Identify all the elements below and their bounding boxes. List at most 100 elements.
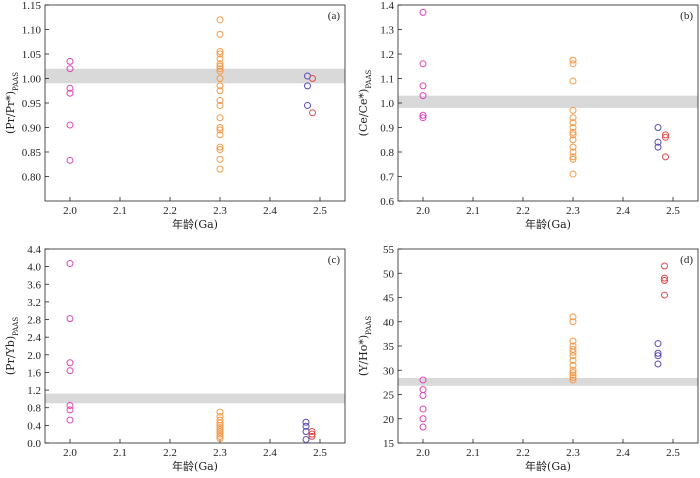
data-point	[654, 124, 662, 131]
panel-label: (d)	[680, 254, 693, 266]
x-tick-label: 2.1	[466, 205, 480, 217]
reference-band	[45, 68, 345, 84]
x-tick-label: 2.2	[516, 447, 530, 459]
data-point	[419, 415, 427, 423]
data-point	[569, 114, 577, 122]
reference-band	[398, 95, 698, 108]
data-point	[661, 277, 668, 285]
data-point	[569, 136, 577, 144]
data-point	[216, 65, 224, 73]
y-tick-label: 1.1	[380, 74, 394, 86]
data-point	[569, 376, 577, 384]
data-point	[569, 131, 577, 139]
data-point	[66, 315, 74, 323]
data-point	[569, 374, 577, 382]
y-tick-label: 2.8	[27, 315, 41, 327]
data-point	[216, 432, 224, 440]
x-tick-label: 2.5	[313, 205, 327, 217]
data-point	[419, 60, 427, 68]
x-ticks: 2.0 2.1 2.2 2.3 2.4 2.5	[63, 439, 327, 459]
data-point	[662, 153, 669, 161]
data-point	[66, 57, 74, 65]
y-tick-label: 0.90	[22, 123, 42, 135]
data-point	[654, 360, 662, 368]
x-tick-label: 2.4	[616, 205, 630, 217]
x-tick-label: 2.5	[666, 205, 680, 217]
x-tick-label: 2.4	[263, 447, 277, 459]
data-point	[569, 313, 577, 321]
x-tick-label: 2.0	[63, 447, 77, 459]
x-tick-label: 2.2	[516, 205, 530, 217]
data-point	[216, 55, 224, 63]
data-points	[66, 16, 316, 173]
y-tick-label: 2.0	[27, 350, 41, 362]
data-point	[66, 359, 74, 367]
data-point	[304, 101, 311, 109]
x-tick-label: 2.4	[263, 205, 277, 217]
data-point	[216, 62, 224, 70]
data-point	[216, 124, 224, 131]
y-tick-label: 0.8	[27, 403, 41, 415]
x-axis-label: 年龄(Ga)	[172, 217, 218, 231]
y-ticks: 0.80 0.85 0.90 0.95 1.00 1.05 1.10 1.15	[22, 0, 49, 184]
data-point	[662, 131, 669, 139]
y-tick-label: 50	[383, 268, 395, 280]
y-tick-label: 1.0	[380, 98, 394, 110]
data-point	[569, 60, 577, 68]
plot-frame	[44, 248, 346, 444]
data-point	[216, 131, 224, 139]
y-tick-label: 40	[383, 317, 395, 329]
data-point	[216, 16, 224, 24]
y-tick-label: 1.15	[22, 0, 42, 12]
y-tick-label: 3.2	[27, 297, 41, 309]
data-point	[308, 432, 316, 440]
x-tick-label: 2.3	[566, 447, 580, 459]
data-point	[569, 106, 577, 114]
data-point	[66, 65, 74, 73]
data-point	[569, 348, 577, 356]
data-point	[66, 402, 74, 410]
data-point	[569, 371, 577, 379]
data-point	[66, 89, 74, 97]
data-point	[569, 124, 577, 131]
data-point	[569, 337, 577, 345]
data-point	[654, 352, 662, 360]
x-tick-label: 2.3	[566, 205, 580, 217]
data-point	[309, 75, 316, 82]
y-tick-label: 0.0	[27, 438, 41, 450]
data-point	[662, 133, 669, 141]
data-point	[419, 82, 427, 90]
data-point	[216, 126, 224, 134]
data-point	[216, 50, 224, 58]
data-point	[216, 428, 224, 436]
panel-c: 2.0 2.1 2.2 2.3 2.4 2.5 0.0 0.4 0.8 1.2 1.6 2.0 2.4…	[4, 244, 346, 473]
y-tick-label: 1.2	[27, 385, 41, 397]
x-tick-label: 2.4	[616, 447, 630, 459]
data-point	[216, 435, 224, 443]
data-point	[308, 428, 316, 436]
data-point	[419, 111, 427, 119]
data-point	[308, 430, 316, 438]
data-point	[569, 318, 577, 326]
data-point	[304, 82, 311, 90]
data-point	[419, 386, 427, 394]
y-axis-label: (Pr/Yb)PAAS	[4, 317, 20, 375]
data-points	[66, 260, 316, 443]
x-axis-label: 年龄(Ga)	[525, 459, 571, 473]
data-point	[216, 146, 224, 154]
data-point	[66, 121, 74, 129]
data-point	[419, 114, 427, 122]
x-tick-label: 2.1	[113, 447, 127, 459]
data-point	[569, 148, 577, 156]
data-point	[569, 128, 577, 136]
data-point	[66, 260, 74, 268]
data-point	[569, 119, 577, 127]
y-tick-label: 20	[383, 414, 395, 426]
x-tick-label: 2.3	[213, 447, 227, 459]
y-axis-label: (Ce/Ce*)PAAS	[357, 69, 373, 136]
data-point	[66, 84, 74, 92]
data-point	[654, 138, 662, 146]
x-tick-label: 2.2	[163, 205, 177, 217]
y-tick-label: 0.4	[27, 420, 41, 432]
